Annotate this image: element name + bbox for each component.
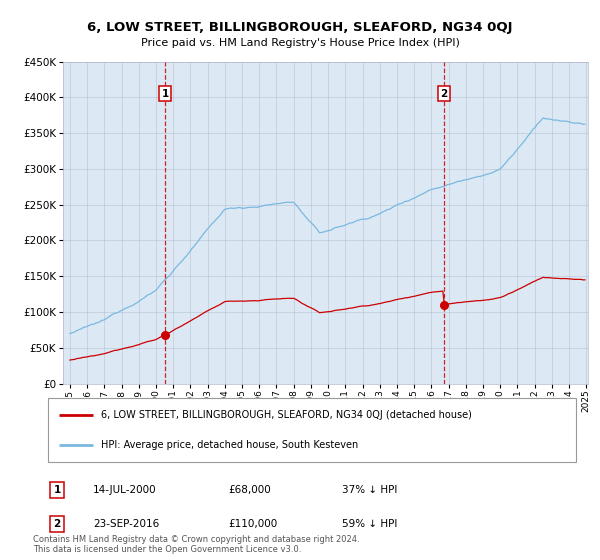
Text: 6, LOW STREET, BILLINGBOROUGH, SLEAFORD, NG34 0QJ (detached house): 6, LOW STREET, BILLINGBOROUGH, SLEAFORD,… — [101, 410, 472, 420]
Text: Contains HM Land Registry data © Crown copyright and database right 2024.: Contains HM Land Registry data © Crown c… — [33, 535, 359, 544]
Text: 37% ↓ HPI: 37% ↓ HPI — [342, 485, 397, 495]
Text: 6, LOW STREET, BILLINGBOROUGH, SLEAFORD, NG34 0QJ: 6, LOW STREET, BILLINGBOROUGH, SLEAFORD,… — [87, 21, 513, 34]
Text: 14-JUL-2000: 14-JUL-2000 — [93, 485, 157, 495]
Text: HPI: Average price, detached house, South Kesteven: HPI: Average price, detached house, Sout… — [101, 440, 358, 450]
Text: Price paid vs. HM Land Registry's House Price Index (HPI): Price paid vs. HM Land Registry's House … — [140, 38, 460, 48]
FancyBboxPatch shape — [48, 398, 576, 462]
Text: 1: 1 — [161, 89, 169, 99]
Text: 1: 1 — [53, 485, 61, 495]
Text: £110,000: £110,000 — [228, 519, 277, 529]
Text: 59% ↓ HPI: 59% ↓ HPI — [342, 519, 397, 529]
Text: 2: 2 — [53, 519, 61, 529]
Text: 23-SEP-2016: 23-SEP-2016 — [93, 519, 159, 529]
Text: £68,000: £68,000 — [228, 485, 271, 495]
Text: This data is licensed under the Open Government Licence v3.0.: This data is licensed under the Open Gov… — [33, 545, 301, 554]
Text: 2: 2 — [440, 89, 448, 99]
